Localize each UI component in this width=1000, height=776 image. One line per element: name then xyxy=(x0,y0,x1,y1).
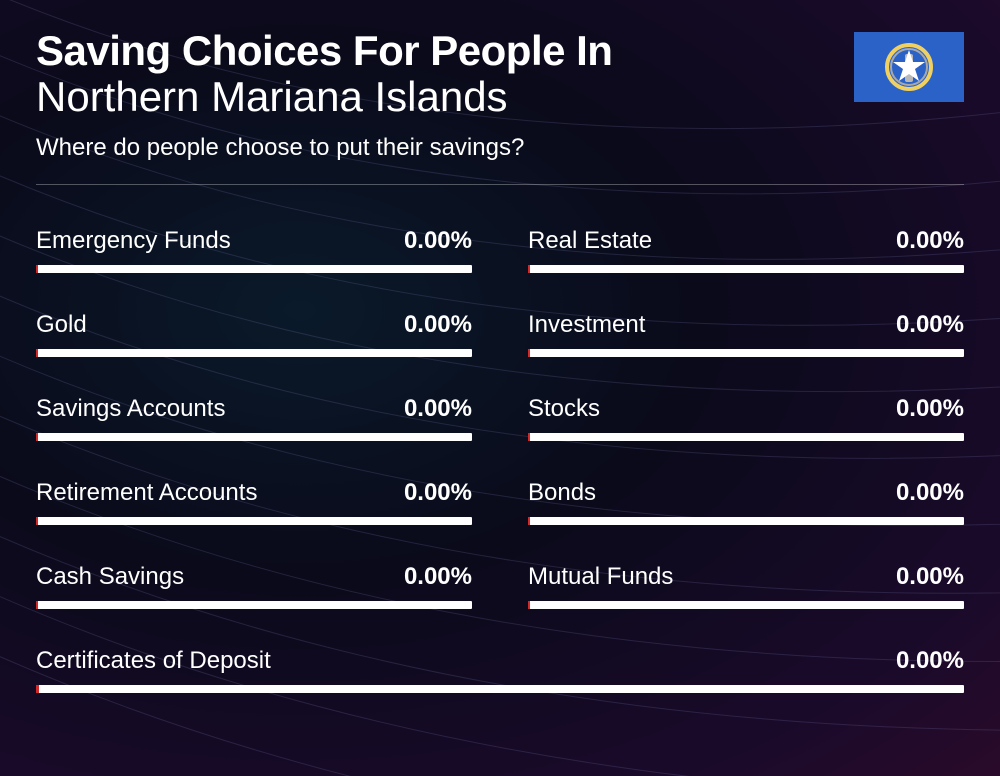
bar-percent: 0.00% xyxy=(896,647,964,675)
bar-item: Savings Accounts 0.00% xyxy=(36,395,472,441)
bar-item: Gold 0.00% xyxy=(36,311,472,357)
bar-fill xyxy=(528,349,530,357)
bar-item: Investment 0.00% xyxy=(528,311,964,357)
bar-track xyxy=(528,433,964,441)
bar-label: Mutual Funds xyxy=(528,563,673,591)
bar-item: Real Estate 0.00% xyxy=(528,227,964,273)
bar-track xyxy=(36,517,472,525)
bar-percent: 0.00% xyxy=(896,395,964,423)
bar-item-row: Stocks 0.00% xyxy=(528,395,964,423)
bar-fill xyxy=(36,265,38,273)
bar-item-row: Real Estate 0.00% xyxy=(528,227,964,255)
bar-label: Bonds xyxy=(528,479,596,507)
bar-item-row: Mutual Funds 0.00% xyxy=(528,563,964,591)
bar-item-row: Bonds 0.00% xyxy=(528,479,964,507)
bar-percent: 0.00% xyxy=(896,563,964,591)
bar-percent: 0.00% xyxy=(404,311,472,339)
bar-label: Gold xyxy=(36,311,87,339)
bar-item: Emergency Funds 0.00% xyxy=(36,227,472,273)
bar-label: Stocks xyxy=(528,395,600,423)
bar-fill xyxy=(528,517,530,525)
bar-label: Savings Accounts xyxy=(36,395,225,423)
bar-label: Certificates of Deposit xyxy=(36,647,271,675)
flag-icon xyxy=(854,32,964,102)
divider xyxy=(36,184,964,185)
bar-item-row: Investment 0.00% xyxy=(528,311,964,339)
bar-track xyxy=(528,601,964,609)
bar-item: Mutual Funds 0.00% xyxy=(528,563,964,609)
bar-track xyxy=(36,265,472,273)
bar-track xyxy=(36,601,472,609)
bar-label: Real Estate xyxy=(528,227,652,255)
bar-item-row: Certificates of Deposit 0.00% xyxy=(36,647,964,675)
bar-percent: 0.00% xyxy=(896,479,964,507)
bar-item-row: Savings Accounts 0.00% xyxy=(36,395,472,423)
bar-percent: 0.00% xyxy=(896,227,964,255)
bar-fill xyxy=(36,349,38,357)
bar-label: Emergency Funds xyxy=(36,227,231,255)
bar-percent: 0.00% xyxy=(404,395,472,423)
bars-grid: Emergency Funds0.00%Real Estate0.00%Gold… xyxy=(36,227,964,693)
bar-track xyxy=(36,685,964,693)
bar-item-row: Retirement Accounts 0.00% xyxy=(36,479,472,507)
bar-fill xyxy=(528,433,530,441)
bar-track xyxy=(528,517,964,525)
bar-track xyxy=(36,349,472,357)
bar-item-row: Cash Savings 0.00% xyxy=(36,563,472,591)
bar-percent: 0.00% xyxy=(404,227,472,255)
bar-item: Certificates of Deposit 0.00% xyxy=(36,647,964,693)
bar-item-row: Gold 0.00% xyxy=(36,311,472,339)
title-main: Saving Choices For People In xyxy=(36,28,854,74)
bar-item: Stocks 0.00% xyxy=(528,395,964,441)
title-location: Northern Mariana Islands xyxy=(36,74,854,120)
bar-track xyxy=(36,433,472,441)
bar-item-row: Emergency Funds 0.00% xyxy=(36,227,472,255)
bar-fill xyxy=(36,517,38,525)
bar-item: Retirement Accounts 0.00% xyxy=(36,479,472,525)
bar-label: Cash Savings xyxy=(36,563,184,591)
bar-fill xyxy=(528,601,530,609)
subtitle: Where do people choose to put their savi… xyxy=(36,134,854,162)
bar-fill xyxy=(528,265,530,273)
bar-percent: 0.00% xyxy=(896,311,964,339)
bar-label: Retirement Accounts xyxy=(36,479,257,507)
bar-fill xyxy=(36,601,38,609)
bar-item: Cash Savings 0.00% xyxy=(36,563,472,609)
bar-track xyxy=(528,265,964,273)
bar-track xyxy=(528,349,964,357)
bar-fill xyxy=(36,685,39,693)
bar-percent: 0.00% xyxy=(404,479,472,507)
bar-item: Bonds 0.00% xyxy=(528,479,964,525)
bar-percent: 0.00% xyxy=(404,563,472,591)
bar-label: Investment xyxy=(528,311,645,339)
bar-fill xyxy=(36,433,38,441)
